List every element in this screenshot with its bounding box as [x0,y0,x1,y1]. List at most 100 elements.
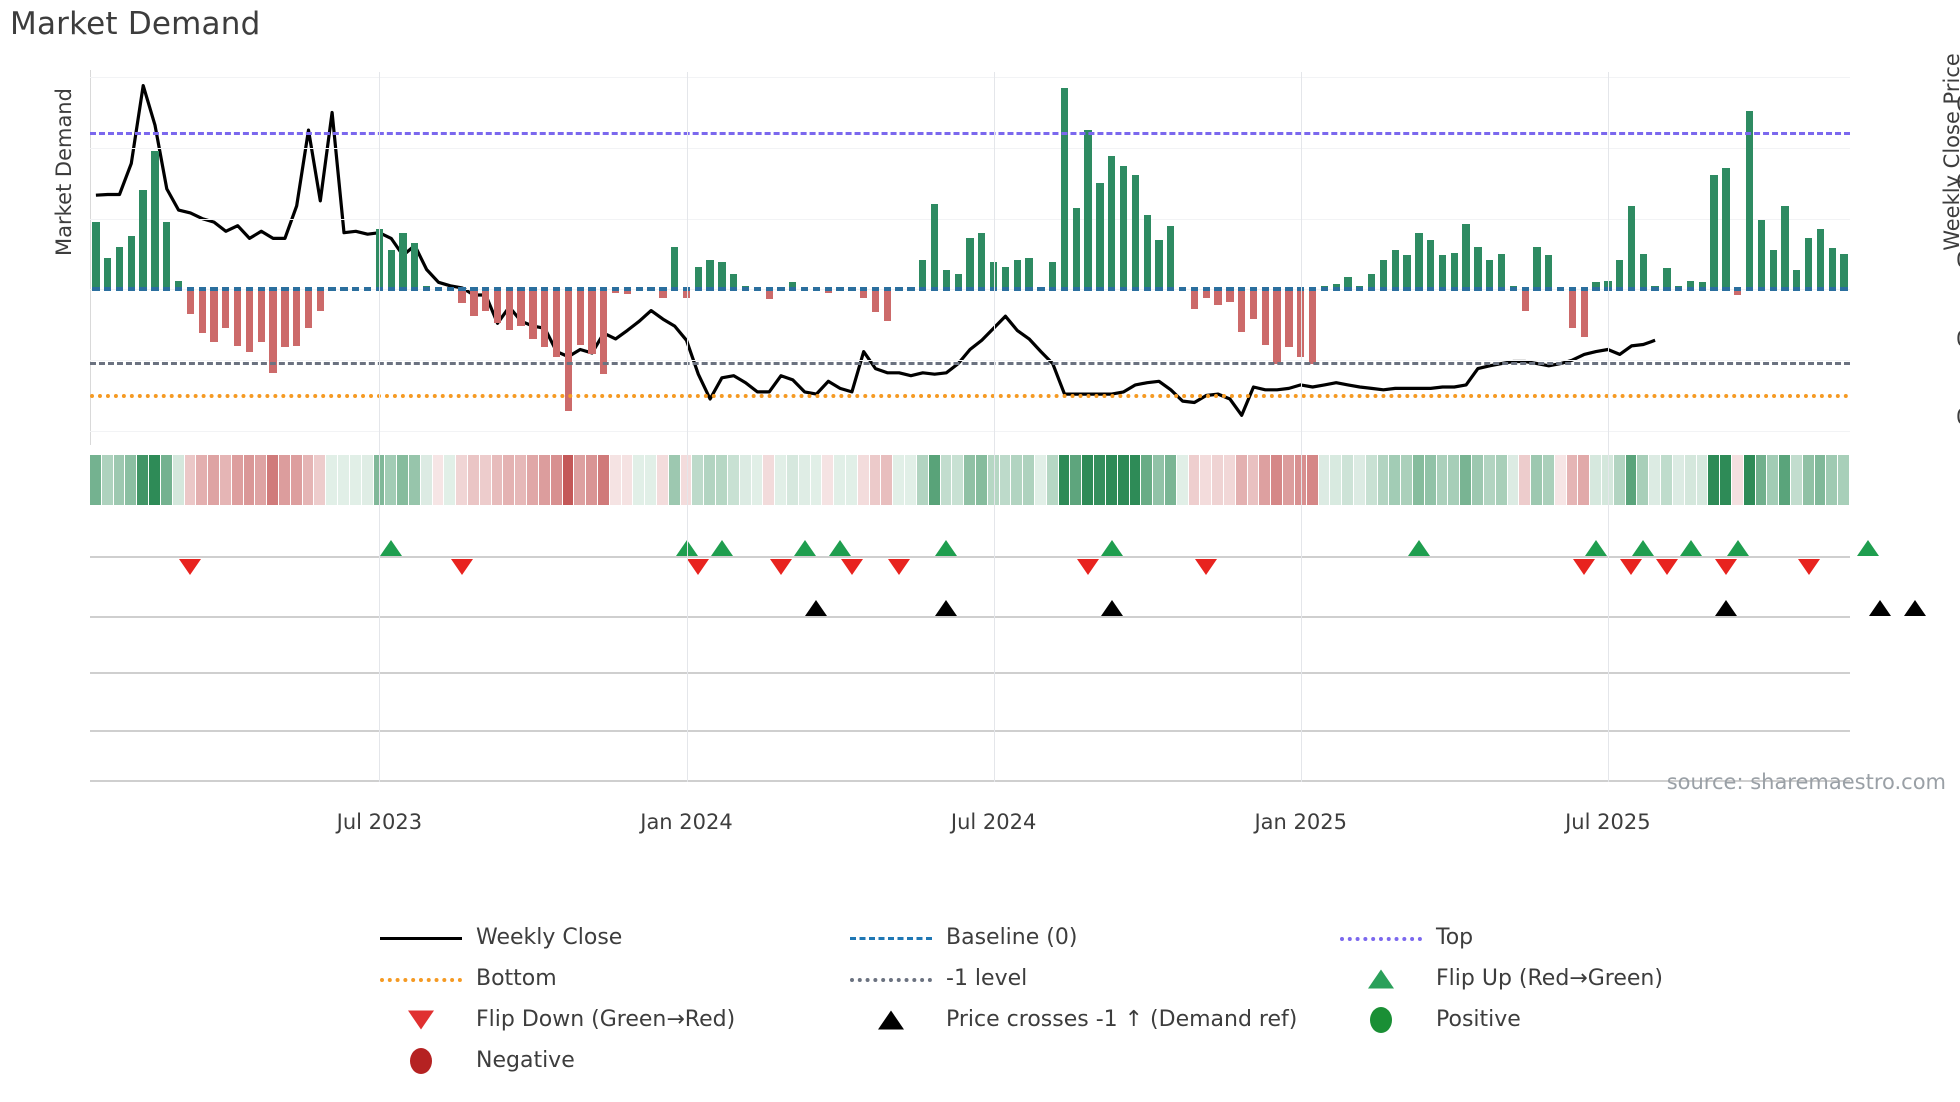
x-axis-tick-label: Jan 2025 [1254,810,1347,834]
flip-up-marker [1679,540,1702,556]
demand-bar-positive [954,273,962,290]
legend-item-bottom[interactable]: Bottom [380,966,850,991]
heat-cell [1023,455,1034,505]
heat-cell [1542,455,1554,505]
legend-item-flip-up[interactable]: Flip Up (Red→Green) [1340,966,1700,991]
heat-cell [279,455,290,505]
gridline [90,77,1850,79]
heat-cell [515,455,527,505]
negative-swatch [380,1047,462,1074]
lower-empty-axes [90,672,1850,822]
baseline-cap [1013,287,1021,292]
weekly-close-line [95,84,1656,417]
baseline-cap [1391,287,1399,292]
demand-bar-negative [1521,289,1529,311]
demand-bar-positive [1816,229,1825,290]
heat-cell [338,455,349,505]
weekly-close-swatch [380,926,462,950]
flip-up-triangle-icon [1368,969,1394,988]
demand-bar-negative [1580,289,1588,338]
baseline-cap [458,287,466,292]
bottom-swatch [380,967,462,991]
heat-cell [1684,455,1696,505]
baseline-cap [1049,287,1057,292]
baseline-cap [1332,287,1340,292]
baseline-cap [871,287,880,292]
demand-bar-negative [600,289,608,375]
baseline-cap [919,287,927,292]
legend-item-minus1[interactable]: -1 level [850,966,1340,991]
baseline-cap [1025,287,1033,292]
baseline-cap [482,287,490,292]
legend-item-negative[interactable]: Negative [380,1047,850,1074]
baseline-cap [198,287,206,292]
heat-cell [1755,455,1767,505]
legend-item-weekly-close[interactable]: Weekly Close [380,925,850,950]
heat-cell [456,455,467,505]
demand-heat-strip [90,455,1850,505]
demand-bar-negative [198,289,206,334]
flip-down-marker [1797,559,1820,575]
demand-bar-positive [1332,283,1340,290]
demand-bar-positive [92,222,100,290]
gridline [90,147,1850,149]
reference-line-bottom [90,394,1850,399]
heat-cell [869,455,881,505]
heat-cell [385,455,397,505]
baseline-swatch [850,926,932,950]
price-cross-marker [1714,600,1737,616]
baseline-cap [564,287,573,292]
legend-item-flip-down[interactable]: Flip Down (Green→Red) [380,1007,850,1032]
baseline-cap [316,287,324,292]
heat-cell [964,455,975,505]
heat-cell [1448,455,1460,505]
demand-bar-negative [304,289,313,329]
heat-cell [763,455,775,505]
heat-cell [1814,455,1826,505]
weekly-close-line-swatch [380,936,462,940]
legend-item-baseline[interactable]: Baseline (0) [850,925,1340,950]
flip-down-marker [179,559,202,575]
demand-bar-positive [163,222,171,290]
baseline-cap [115,287,124,292]
baseline-cap [1072,287,1080,292]
demand-bar-positive [1167,225,1175,290]
demand-bar-positive [104,257,112,290]
heat-cell [1495,455,1507,505]
heat-cell [184,455,196,505]
baseline-cap [1651,287,1659,292]
heat-cell [1164,455,1176,505]
demand-bar-positive [930,204,939,290]
baseline-cap [186,287,195,292]
demand-bar-negative [765,289,773,300]
flip-up-swatch [1340,967,1422,991]
demand-bar-negative [458,289,466,304]
heat-cell [905,455,916,505]
legend-item-price-cross[interactable]: Price crosses -1 ↑ (Demand ref) [850,1007,1340,1032]
baseline-cap [1616,287,1624,292]
baseline-cap [1521,287,1529,292]
demand-bar-negative [883,289,891,322]
top-line-swatch [1340,936,1422,941]
heat-cell [1720,455,1731,505]
demand-bar-negative [1297,289,1305,357]
demand-bar-positive [1367,273,1376,290]
minus1-swatch [850,967,932,991]
heat-cell [444,455,456,505]
heat-cell [1153,455,1164,505]
baseline-cap [1320,287,1328,292]
flip-down-marker [687,559,710,575]
demand-bar-positive [1592,282,1600,290]
baseline-cap [1462,287,1470,292]
demand-bar-positive [1828,248,1836,290]
legend-item-top[interactable]: Top [1340,925,1700,950]
legend-item-positive[interactable]: Positive [1340,1006,1700,1033]
heat-cell [1566,455,1578,505]
demand-bar-positive [1663,268,1671,290]
flip-down-marker [1620,559,1643,575]
demand-bar-positive [1840,253,1848,290]
heat-cell [196,455,208,505]
demand-bar-positive [1119,165,1128,290]
flip-down-marker [770,559,792,575]
demand-bar-negative [1226,289,1234,303]
